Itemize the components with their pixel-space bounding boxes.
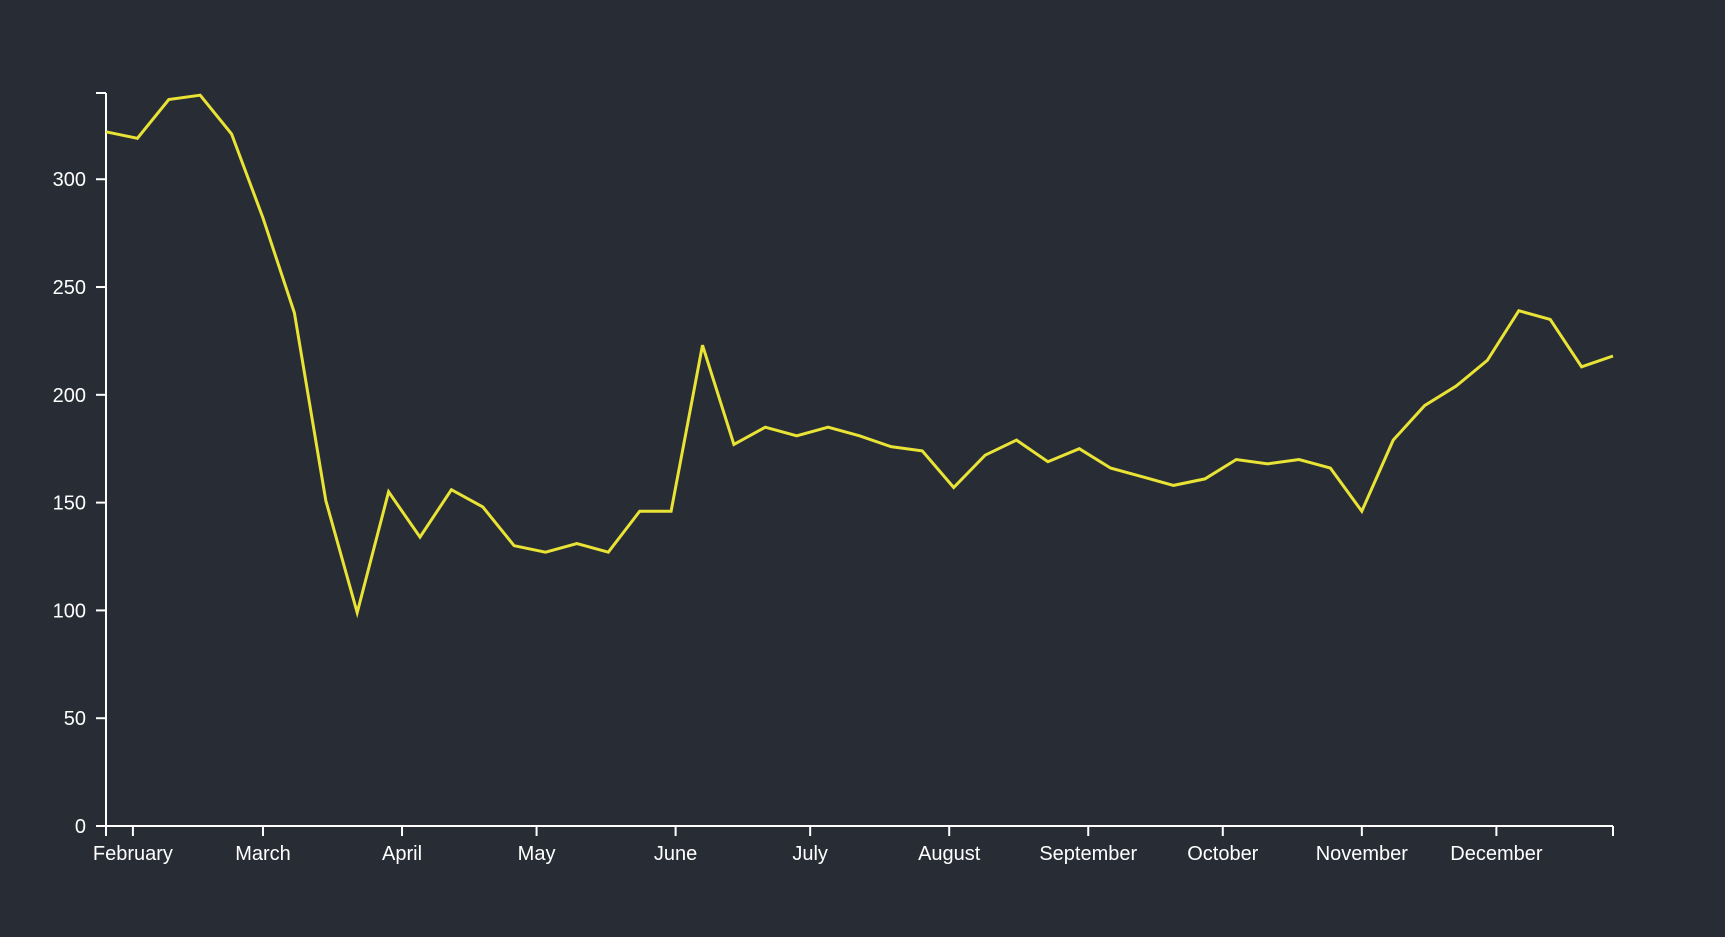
x-tick-label: August (918, 843, 981, 865)
x-tick-label: February (93, 843, 173, 865)
x-tick-label: October (1187, 843, 1258, 865)
x-tick-label: April (382, 843, 422, 865)
series-line (105, 93, 1614, 619)
x-tick-label: September (1039, 843, 1137, 865)
y-tick-label: 200 (53, 385, 86, 407)
y-tick-label: 0 (75, 816, 86, 838)
x-tick-label: July (792, 843, 828, 865)
x-axis: February March April May June July August Septe… (93, 825, 1614, 865)
x-tick-label: March (235, 843, 291, 865)
y-tick-label: 100 (53, 600, 86, 622)
series-layer (105, 93, 1614, 619)
x-tick-label: May (518, 843, 556, 865)
y-tick-label: 150 (53, 493, 86, 515)
y-tick-label: 300 (53, 169, 86, 191)
y-tick-label: 250 (53, 277, 86, 299)
x-tick-label: November (1316, 843, 1409, 865)
x-tick-label: June (654, 843, 697, 865)
x-tick-label: December (1450, 843, 1543, 865)
y-tick-label: 50 (64, 708, 86, 730)
y-axis: 0 50 100 150 200 250 300 (53, 92, 107, 838)
